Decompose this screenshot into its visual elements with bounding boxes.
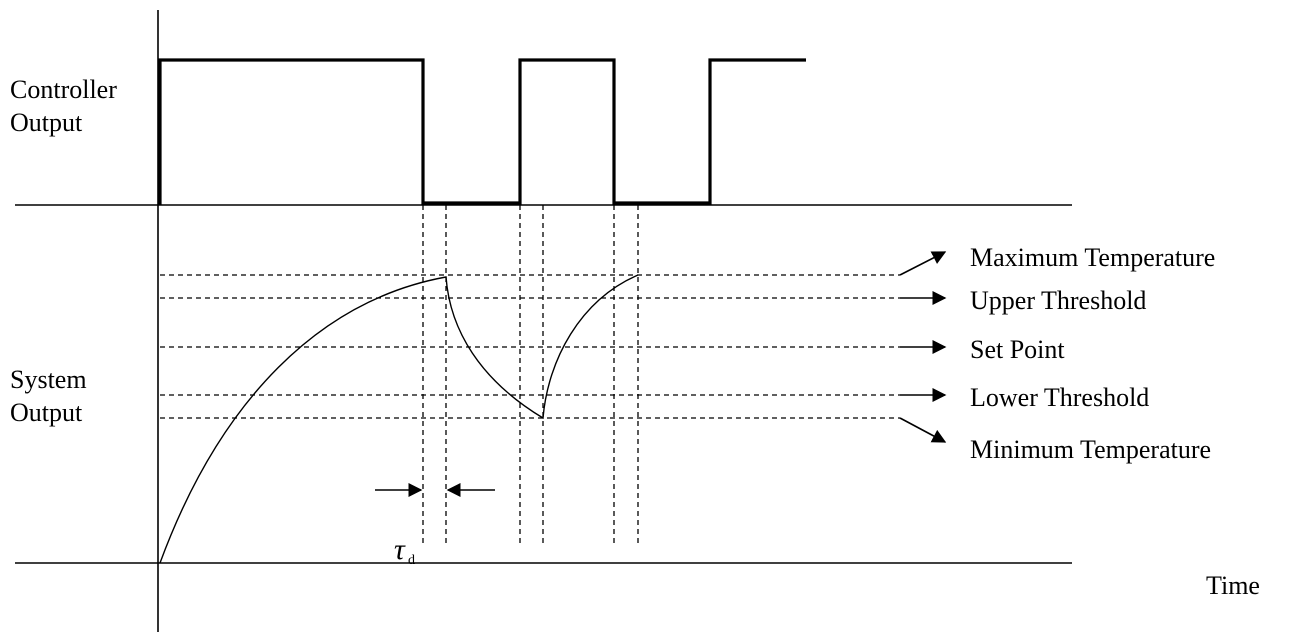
- time-label: Time: [1206, 571, 1260, 600]
- controller-output-label-line2: Output: [10, 108, 83, 137]
- system-output-label-line2: Output: [10, 398, 83, 427]
- level-label-upper: Upper Threshold: [970, 286, 1146, 315]
- level-label-lower: Lower Threshold: [970, 383, 1149, 412]
- dead-time-subscript: d: [408, 553, 415, 568]
- controller-output-label-line1: Controller: [10, 75, 117, 104]
- level-label-set: Set Point: [970, 335, 1065, 364]
- max-temperature-arrow: [899, 251, 947, 276]
- system-output-curve: [159, 274, 639, 564]
- controller-output-waveform: [158, 58, 806, 205]
- dead-time-symbol: τ: [394, 533, 406, 566]
- system-output-label-line1: System: [10, 365, 87, 394]
- level-label-min: Minimum Temperature: [970, 435, 1211, 464]
- min-temperature-arrow: [899, 417, 947, 443]
- level-label-max: Maximum Temperature: [970, 243, 1215, 272]
